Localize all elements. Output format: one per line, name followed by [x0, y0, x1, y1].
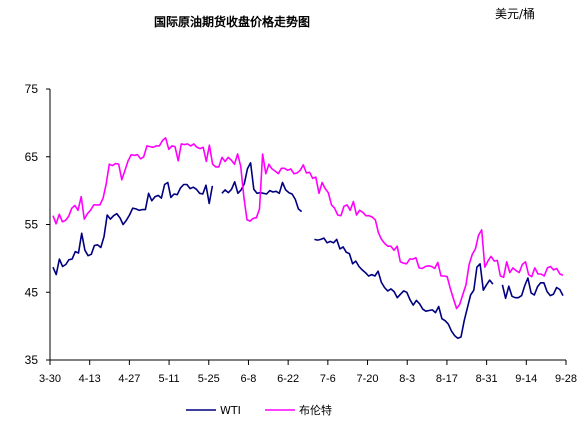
x-tick-label: 7-6 [320, 373, 336, 385]
unit-label: 美元/桶 [495, 6, 535, 21]
x-ticks: 3-30 4-13 4-27 5-11 5-25 6-8 6-22 7-6 7-20 8-3 8-1… [39, 360, 577, 385]
y-tick-label: 45 [25, 285, 39, 299]
x-tick-label: 5-11 [158, 373, 179, 385]
x-tick-label: 6-22 [277, 373, 299, 385]
y-ticks: 35 45 55 65 75 [25, 82, 50, 367]
x-tick-label: 4-27 [118, 373, 140, 385]
y-tick-label: 75 [25, 82, 39, 96]
x-tick-label: 8-17 [436, 373, 458, 385]
y-tick-label: 35 [25, 353, 39, 367]
x-tick-label: 3-30 [39, 373, 61, 385]
x-tick-label: 8-3 [399, 373, 415, 385]
legend-label-wti: WTI [220, 404, 241, 417]
series-layer [52, 137, 564, 340]
x-tick-label: 8-31 [476, 373, 498, 385]
y-tick-label: 55 [25, 218, 39, 232]
legend-label-brent: 布伦特 [299, 403, 332, 417]
x-tick-label: 4-13 [79, 373, 101, 385]
x-tick-label: 5-25 [198, 373, 220, 385]
x-tick-label: 6-8 [241, 373, 257, 385]
x-tick-label: 7-20 [357, 373, 379, 385]
x-tick-label: 9-14 [515, 373, 537, 385]
series-line-wti [52, 162, 564, 340]
chart-title: 国际原油期货收盘价格走势图 [154, 14, 310, 29]
legend: WTI 布伦特 [186, 403, 332, 417]
x-tick-label: 9-28 [555, 373, 577, 385]
y-tick-label: 65 [25, 150, 39, 164]
series-line-brent [52, 137, 564, 310]
